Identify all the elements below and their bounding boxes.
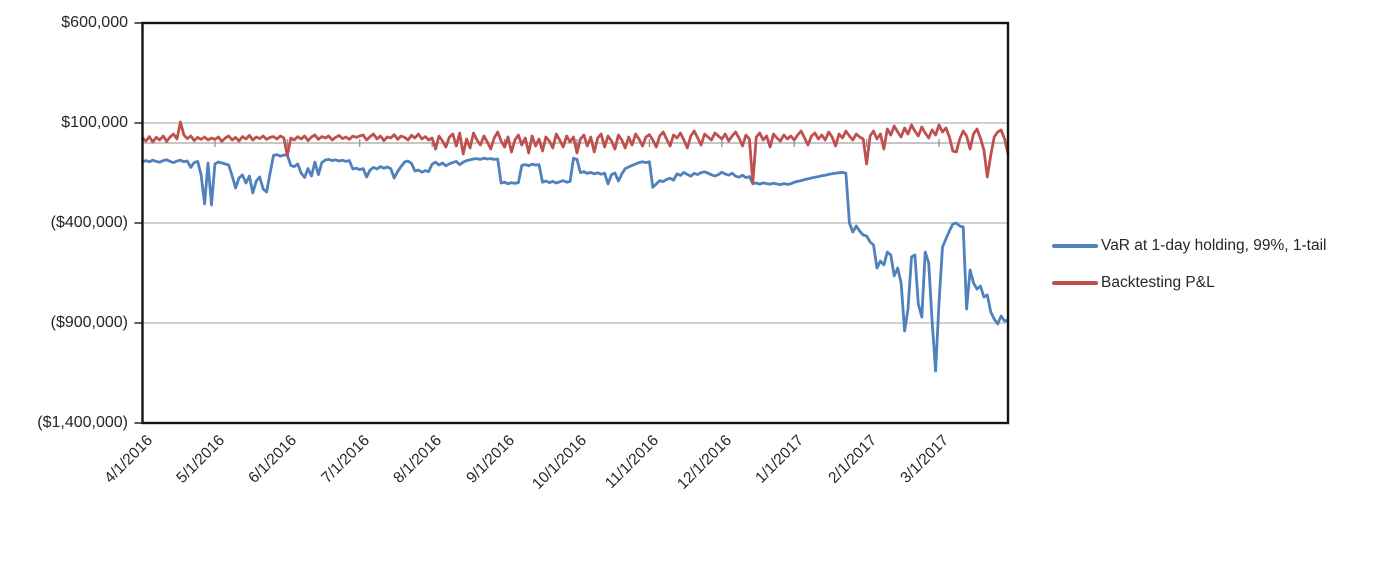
y-axis-label: $100,000 (61, 114, 128, 131)
plot-border (141, 21, 1010, 425)
legend: VaR at 1-day holding, 99%, 1-tail Backte… (1052, 235, 1326, 309)
legend-label-var: VaR at 1-day holding, 99%, 1-tail (1101, 236, 1327, 254)
series-line-var[interactable] (141, 153, 1010, 373)
y-axis-label: $600,000 (61, 14, 128, 31)
legend-swatch-var-icon (1052, 243, 1098, 248)
legend-item-pnl[interactable]: Backtesting P&L (1052, 272, 1326, 293)
legend-label-pnl: Backtesting P&L (1101, 273, 1215, 291)
chart-canvas[interactable]: $600,000 $100,000 ($400,000) ($900,000) ($1,… (0, 0, 1399, 530)
plot-area (134, 21, 1010, 425)
legend-swatch-pnl-icon (1052, 280, 1098, 285)
y-axis-label: ($1,400,000) (37, 414, 128, 431)
y-axis-label: ($400,000) (50, 214, 128, 231)
series-line-pnl[interactable] (141, 120, 1010, 185)
y-axis-label: ($900,000) (50, 314, 128, 331)
legend-item-var[interactable]: VaR at 1-day holding, 99%, 1-tail (1052, 235, 1326, 256)
